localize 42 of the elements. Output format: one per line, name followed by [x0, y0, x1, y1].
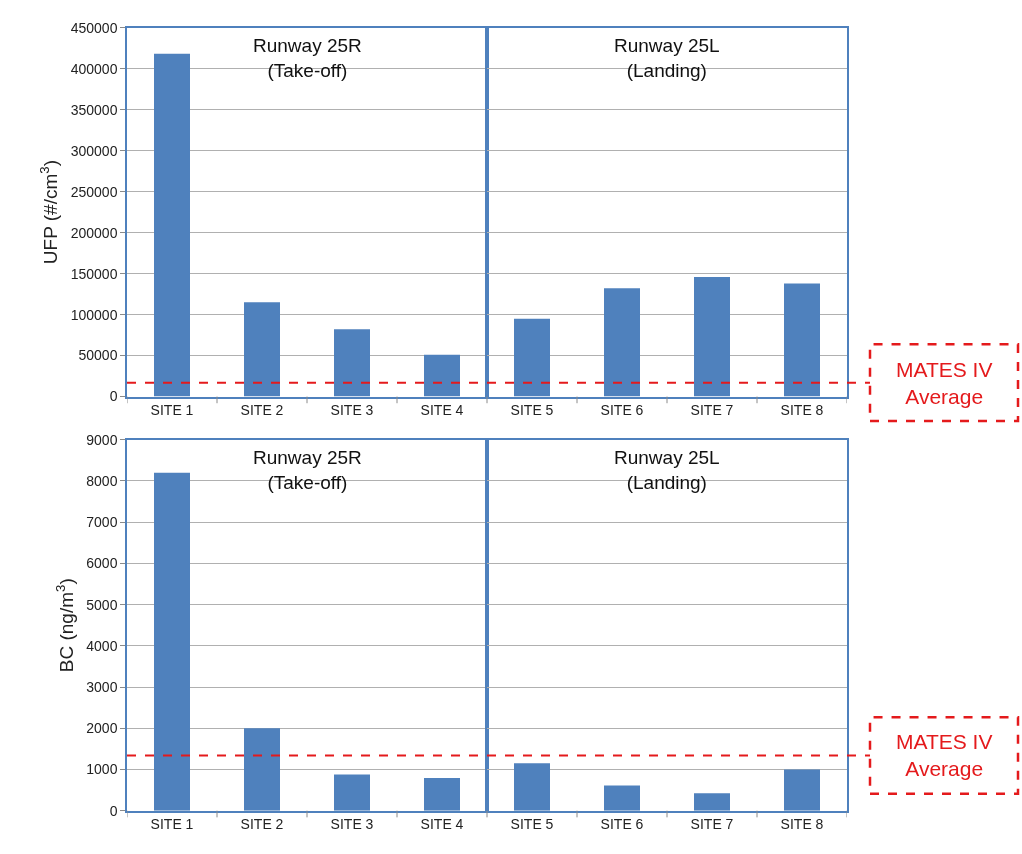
ref-line-label: MATES IV Average — [896, 730, 993, 781]
x-tick-label: SITE 3 — [330, 816, 374, 833]
y-tick-label: 100000 — [70, 306, 118, 323]
y-tick-label: 5000 — [86, 596, 118, 613]
y-tick-label: 7000 — [86, 514, 118, 531]
ref-line-label: MATES IV Average — [896, 358, 993, 409]
y-tick-label: 200000 — [70, 224, 118, 241]
y-tick-label: 1000 — [86, 761, 118, 778]
y-tick-label: 6000 — [86, 555, 118, 572]
x-tick-label: SITE 7 — [690, 402, 734, 419]
y-tick-label: 2000 — [86, 720, 118, 737]
x-tick-label: SITE 1 — [150, 816, 194, 833]
y-tick-label: 250000 — [70, 183, 118, 200]
x-tick-label: SITE 4 — [420, 402, 464, 419]
x-tick-label: SITE 4 — [420, 816, 464, 833]
y-tick-label: 400000 — [70, 60, 118, 77]
x-tick-label: SITE 6 — [600, 402, 644, 419]
y-tick-label: 50000 — [78, 347, 118, 364]
annotation: Runway 25L (Landing) — [614, 447, 720, 493]
y-tick-label: 8000 — [86, 472, 118, 489]
x-tick-label: SITE 2 — [240, 816, 284, 833]
x-tick-label: SITE 7 — [690, 816, 734, 833]
x-tick-label: SITE 1 — [150, 402, 194, 419]
x-tick-label: SITE 2 — [240, 402, 284, 419]
y-tick-label: 3000 — [86, 678, 118, 695]
y-tick-label: 0 — [109, 388, 118, 405]
x-tick-label: SITE 8 — [780, 816, 824, 833]
x-tick-label: SITE 6 — [600, 816, 644, 833]
y-tick-label: 9000 — [86, 431, 118, 448]
x-tick-label: SITE 5 — [510, 402, 554, 419]
y-tick-label: 0 — [109, 802, 118, 819]
x-tick-label: SITE 5 — [510, 816, 554, 833]
x-tick-label: SITE 8 — [780, 402, 824, 419]
x-tick-label: SITE 3 — [330, 402, 374, 419]
y-tick-label: 4000 — [86, 637, 118, 654]
annotation: Runway 25L (Landing) — [614, 35, 720, 81]
y-tick-label: 350000 — [70, 101, 118, 118]
y-tick-label: 450000 — [70, 19, 118, 36]
annotation: Runway 25R (Take-off) — [253, 35, 362, 81]
y-tick-label: 300000 — [70, 142, 118, 159]
y-tick-label: 150000 — [70, 265, 118, 282]
annotation: Runway 25R (Take-off) — [253, 447, 362, 493]
